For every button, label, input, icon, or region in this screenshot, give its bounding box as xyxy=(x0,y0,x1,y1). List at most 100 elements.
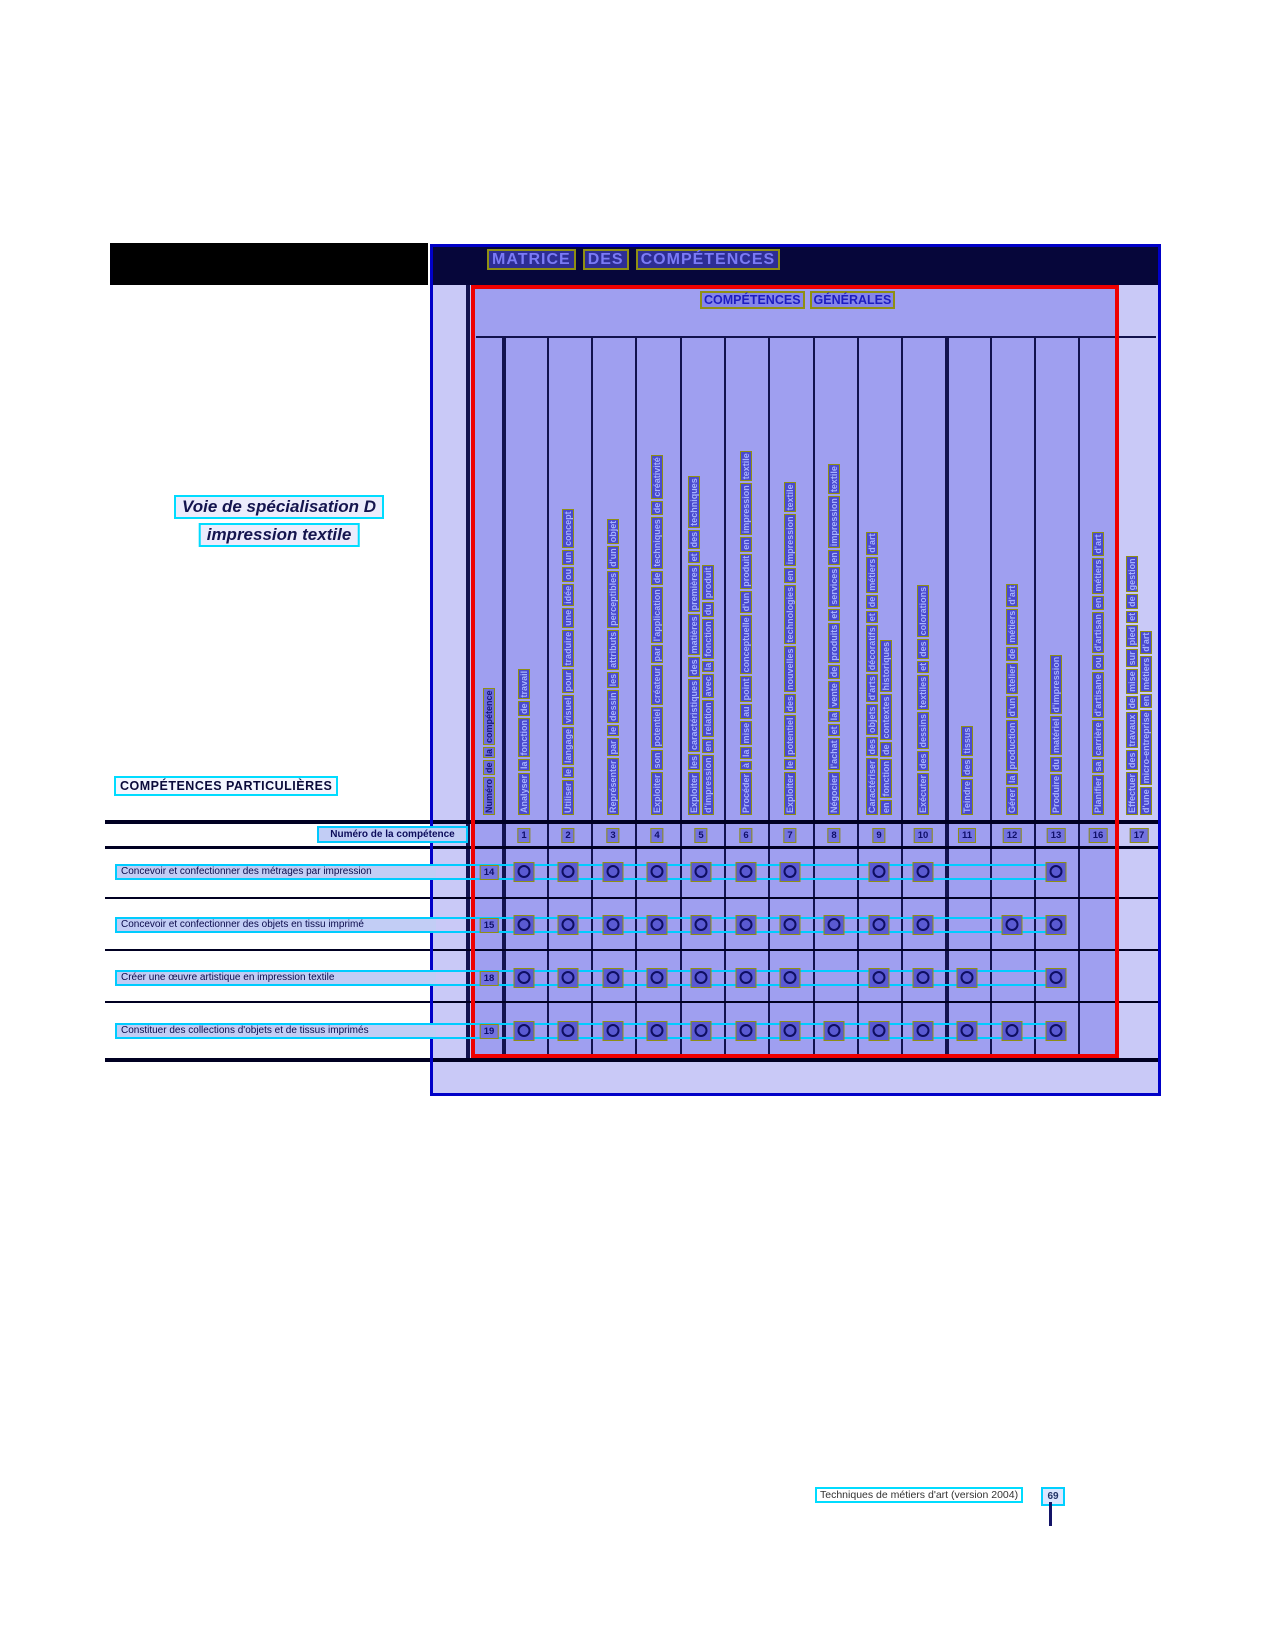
column-divider-line xyxy=(768,338,770,1054)
column-number-cell: 13 xyxy=(1046,828,1066,843)
column-divider-line xyxy=(724,338,726,1054)
mark-circle-box xyxy=(602,915,624,935)
mark-circle xyxy=(872,1024,886,1037)
mark-circle xyxy=(694,918,708,931)
matrix-container-border xyxy=(430,244,1161,1096)
matrix-title-word: COMPÉTENCES xyxy=(635,249,781,270)
mark-circle-box xyxy=(646,915,668,935)
specialization-title-line2: impression textile xyxy=(198,523,360,547)
row-highlight: Concevoir et confectionner des métrages … xyxy=(115,864,1066,880)
mark-circle xyxy=(650,1024,664,1037)
row-separator-line xyxy=(105,820,1158,824)
mark-circle-box xyxy=(1001,1021,1023,1041)
mark-circle-box xyxy=(557,1021,579,1041)
mark-circle xyxy=(606,1024,620,1037)
mark-circle-box xyxy=(735,862,757,882)
mark-circle xyxy=(872,971,886,984)
column-number-cell: 1 xyxy=(517,828,531,843)
mark-circle-box xyxy=(912,968,934,988)
mark-circle-box xyxy=(602,968,624,988)
column-divider-line xyxy=(1078,338,1080,1054)
row-number-cell: 14 xyxy=(479,865,499,880)
mark-circle xyxy=(561,865,575,878)
row-highlight: Constituer des collections d'objets et d… xyxy=(115,1023,1066,1039)
mark-circle xyxy=(650,971,664,984)
mark-circle-box xyxy=(690,1021,712,1041)
mark-circle-box xyxy=(779,915,801,935)
matrix-title: MATRICE DES COMPÉTENCES xyxy=(487,249,787,270)
mark-circle-box xyxy=(735,1021,757,1041)
row-label: Concevoir et confectionner des métrages … xyxy=(117,866,436,878)
column-number-cell: 16 xyxy=(1088,828,1108,843)
mark-circle-box xyxy=(779,1021,801,1041)
mark-circle xyxy=(650,918,664,931)
column-number-cell: 10 xyxy=(913,828,933,843)
mark-circle xyxy=(1049,918,1063,931)
mark-circle-box xyxy=(1045,915,1067,935)
mark-circle-box xyxy=(735,968,757,988)
column-number-cell: 7 xyxy=(783,828,797,843)
mark-circle xyxy=(561,918,575,931)
row-label: Constituer des collections d'objets et d… xyxy=(117,1025,436,1037)
mark-circle xyxy=(960,971,974,984)
mark-circle xyxy=(694,971,708,984)
general-competencies-header: COMPÉTENCES GÉNÉRALES xyxy=(700,291,900,309)
mark-circle xyxy=(1005,918,1019,931)
mark-circle xyxy=(872,918,886,931)
mark-circle xyxy=(783,1024,797,1037)
mark-circle xyxy=(916,918,930,931)
mark-circle xyxy=(783,971,797,984)
row-number-cell: 18 xyxy=(479,971,499,986)
mark-circle-box xyxy=(690,862,712,882)
footer-page-number: 69 xyxy=(1041,1487,1065,1506)
mark-circle xyxy=(606,865,620,878)
row-separator-line xyxy=(105,949,1158,951)
mark-circle xyxy=(960,1024,974,1037)
mark-circle-box xyxy=(557,862,579,882)
mark-circle-box xyxy=(557,968,579,988)
competency-number-row-label: Numéro de la compétence xyxy=(317,826,468,843)
mark-circle xyxy=(694,1024,708,1037)
mark-circle-box xyxy=(912,915,934,935)
mark-circle xyxy=(1049,1024,1063,1037)
mark-circle-box xyxy=(912,862,934,882)
header-top-line xyxy=(476,336,1156,338)
mark-circle-box xyxy=(513,1021,535,1041)
row-number-cell: 15 xyxy=(479,918,499,933)
mark-circle-box xyxy=(602,862,624,882)
inner-vertical-line xyxy=(466,285,470,1058)
mark-circle-box xyxy=(557,915,579,935)
mark-circle-box xyxy=(646,968,668,988)
mark-circle xyxy=(694,865,708,878)
mark-circle-box xyxy=(646,862,668,882)
mark-circle-box xyxy=(823,1021,845,1041)
mark-circle-box xyxy=(1045,1021,1067,1041)
column-number-cell: 8 xyxy=(827,828,841,843)
mark-circle-box xyxy=(513,862,535,882)
column-divider-line xyxy=(813,338,815,1054)
mark-circle xyxy=(827,1024,841,1037)
mark-circle xyxy=(517,971,531,984)
mark-circle xyxy=(606,918,620,931)
mark-circle xyxy=(739,865,753,878)
mark-circle-box xyxy=(956,1021,978,1041)
mark-circle xyxy=(1049,865,1063,878)
column-number-cell: 17 xyxy=(1129,828,1149,843)
mark-circle-box xyxy=(1045,862,1067,882)
mark-circle-box xyxy=(823,915,845,935)
mark-circle-box xyxy=(735,915,757,935)
column-divider-line xyxy=(945,338,949,1054)
mark-circle xyxy=(739,1024,753,1037)
row-label: Créer une œuvre artistique en impression… xyxy=(117,972,436,984)
red-matrix-outline xyxy=(471,285,1119,1058)
column-divider-line xyxy=(857,338,859,1054)
column-number-cell: 6 xyxy=(739,828,753,843)
column-number-cell: 12 xyxy=(1002,828,1022,843)
mark-circle xyxy=(916,1024,930,1037)
row-number-cell: 19 xyxy=(479,1024,499,1039)
general-header-word: GÉNÉRALES xyxy=(809,291,896,309)
mark-circle xyxy=(517,1024,531,1037)
mark-circle xyxy=(827,918,841,931)
mark-circle-box xyxy=(956,968,978,988)
column-divider-line xyxy=(901,338,903,1054)
